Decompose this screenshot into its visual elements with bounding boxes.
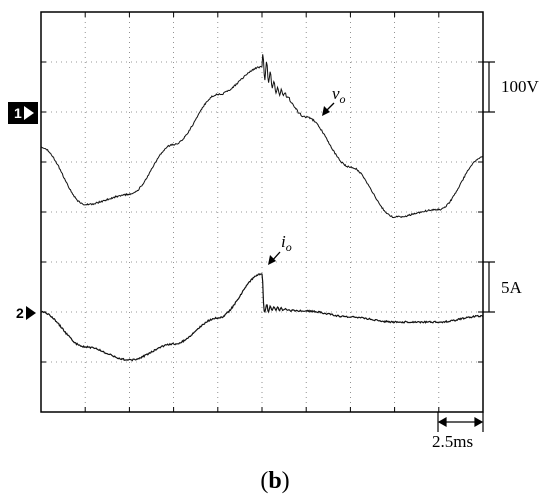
channel-2-marker: 2 [16, 305, 36, 321]
time-scale-bracket [437, 412, 484, 432]
vo-label: vo [332, 84, 346, 106]
io-annotation: io [268, 232, 292, 265]
caption-letter: b [268, 468, 282, 494]
svg-text:1: 1 [14, 105, 22, 121]
traces [40, 54, 484, 362]
current-scale-label: 5A [501, 278, 523, 297]
current-scale-bracket [483, 261, 495, 313]
vo-annotation: vo [322, 84, 346, 116]
time-scale-label: 2.5ms [432, 432, 473, 451]
io-trace [40, 273, 484, 362]
grid [41, 12, 483, 412]
figure-caption: (b) [260, 468, 290, 494]
voltage-scale-bracket [483, 61, 495, 113]
vo-trace [40, 54, 484, 219]
svg-text:2: 2 [16, 305, 24, 321]
io-label: io [281, 232, 292, 254]
voltage-scale-label: 100V [501, 77, 540, 96]
channel-1-marker: 1 [8, 102, 38, 124]
